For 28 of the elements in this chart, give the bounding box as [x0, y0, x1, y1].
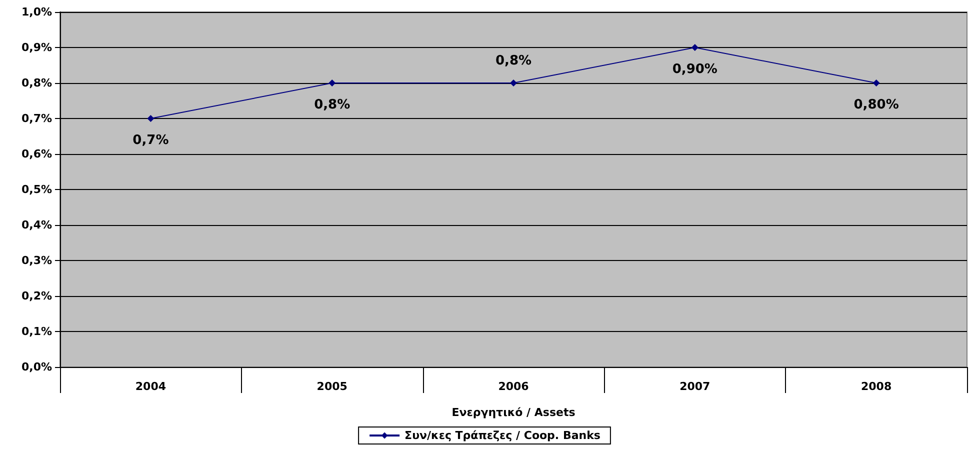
- y-tick-label: 0,5%: [21, 183, 52, 196]
- y-tick-label: 0,2%: [21, 290, 52, 302]
- point: [691, 44, 698, 51]
- data-label: 0,8%: [495, 54, 532, 68]
- point: [328, 80, 336, 86]
- legend-label: Συν/κες Τράπεζες / Coop. Banks: [404, 429, 601, 442]
- point: [147, 115, 154, 122]
- x-tick-label: 2007: [680, 380, 710, 393]
- data-label: 0,80%: [854, 98, 899, 112]
- y-tick-label: 0,0%: [21, 360, 52, 374]
- point: [510, 80, 517, 86]
- data-label: 0,90%: [672, 62, 718, 77]
- x-axis-title: Ενεργητικό / Assets: [452, 406, 576, 419]
- x-tick-label: 2006: [498, 380, 530, 393]
- y-tick-label: 0,4%: [21, 218, 52, 232]
- y-tick-label: 0,6%: [21, 148, 52, 160]
- data-label: 0,8%: [314, 98, 350, 112]
- data-label: 0,7%: [132, 133, 169, 148]
- point: [872, 80, 880, 86]
- y-tick-label: 0,8%: [21, 76, 52, 90]
- y-tick-label: 0,9%: [21, 41, 52, 54]
- y-tick-label: 0,1%: [21, 325, 52, 338]
- x-tick-label: 2004: [135, 380, 166, 393]
- x-tick-label: 2005: [316, 380, 348, 393]
- y-tick-label: 0,7%: [21, 112, 52, 125]
- y-tick-label: 1,0%: [21, 6, 52, 18]
- x-tick-label: 2008: [860, 380, 892, 393]
- y-tick-label: 0,3%: [21, 254, 52, 267]
